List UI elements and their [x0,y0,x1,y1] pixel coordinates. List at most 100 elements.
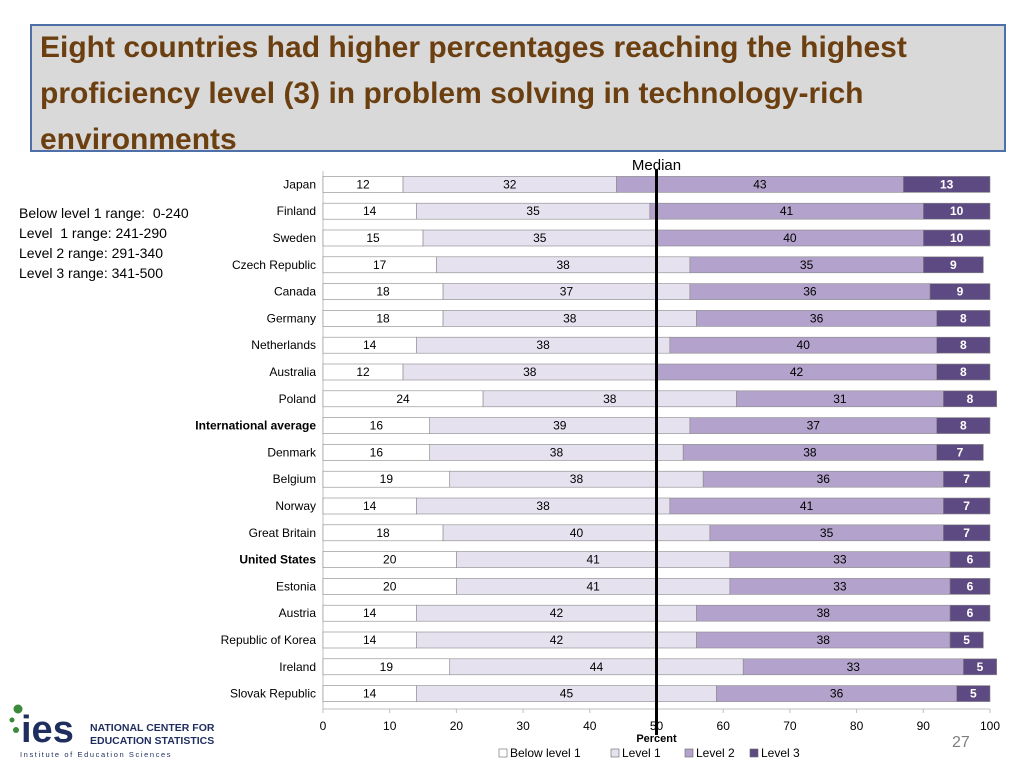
range-level-3: Level 3 range: 341-500 [19,265,163,281]
bar-segment [936,363,991,381]
data-label: 8 [960,338,967,352]
bar-segment [929,283,991,300]
bar-segment [949,631,984,649]
data-label: 40 [783,231,797,245]
category-label: Japan [283,177,316,191]
data-label: 9 [950,258,957,272]
x-tick-label: 80 [850,719,864,733]
data-label: 14 [363,633,377,647]
x-tick-label: 90 [917,719,931,733]
data-label: 5 [963,633,970,647]
data-label: 33 [833,579,847,593]
logo-tagline: Institute of Education Sciences [20,750,172,759]
data-label: 6 [967,553,974,567]
data-label: 35 [526,204,540,218]
data-label: 12 [356,365,370,379]
data-label: 16 [370,445,384,459]
x-tick-label: 70 [783,719,797,733]
data-label: 5 [970,687,977,701]
data-label: 38 [570,472,584,486]
x-tick-label: 10 [383,719,397,733]
bar-segment [963,658,997,676]
data-label: 38 [817,633,831,647]
data-label: 18 [376,526,390,540]
data-label: 37 [807,419,821,433]
data-label: 38 [817,606,831,620]
data-label: 38 [523,365,537,379]
data-label: 20 [383,553,397,567]
category-label: Netherlands [251,338,316,352]
data-label: 16 [370,419,384,433]
category-label: Estonia [276,579,316,593]
data-label: 7 [963,472,970,486]
score-ranges: Below level 1 range: 0-240 Level 1 range… [19,203,189,283]
bar-segment [936,310,991,327]
data-label: 33 [833,553,847,567]
data-label: 15 [366,231,380,245]
bar-segment [943,524,991,542]
data-label: 41 [780,204,794,218]
data-label: 38 [550,445,564,459]
legend-label: Level 2 [696,746,735,760]
data-label: 40 [570,526,584,540]
bar-segment [949,578,991,595]
data-label: 38 [563,311,577,325]
legend-swatch [684,748,694,758]
bar-segment [949,604,991,622]
data-label: 45 [560,687,574,701]
legend-label: Level 1 [622,746,661,760]
data-label: 24 [396,392,410,406]
bar-segment [936,417,991,434]
data-label: 35 [533,231,547,245]
category-label: Republic of Korea [221,633,317,647]
x-axis-label: Percent [636,733,677,745]
category-label: United States [239,553,316,567]
category-label: Australia [269,365,316,379]
data-label: 38 [536,338,550,352]
legend-swatch [749,748,759,758]
data-label: 10 [950,204,964,218]
x-tick-label: 40 [583,719,597,733]
data-label: 14 [363,338,377,352]
data-label: 38 [803,445,817,459]
legend-label: Below level 1 [510,746,581,760]
data-label: 41 [586,579,600,593]
data-label: 8 [960,311,967,325]
data-label: 39 [553,419,567,433]
data-label: 6 [967,606,974,620]
data-label: 20 [383,579,397,593]
median-label: Median [632,157,681,174]
bar-segment [943,390,997,408]
legend-swatch [498,748,508,758]
data-label: 38 [536,499,550,513]
bar-segment [943,470,991,488]
data-label: 36 [830,687,844,701]
bar-segment [902,176,991,193]
data-label: 35 [820,526,834,540]
legend-swatch [610,748,620,758]
x-tick-label: 30 [516,719,530,733]
x-tick-label: 60 [717,719,731,733]
data-label: 42 [790,365,804,379]
range-level-1: Level 1 range: 241-290 [19,225,167,241]
data-label: 42 [550,633,564,647]
data-label: 41 [800,499,814,513]
data-label: 14 [363,606,377,620]
data-label: 17 [373,258,387,272]
category-label: Czech Republic [232,258,316,272]
data-label: 37 [560,285,574,299]
category-label: Finland [277,204,316,218]
data-label: 8 [960,419,967,433]
data-label: 36 [810,311,824,325]
data-label: 14 [363,204,377,218]
logo-wordmark: ies [21,709,74,751]
bar-segment [922,202,991,220]
category-label: Germany [267,311,316,325]
data-label: 40 [797,338,811,352]
bar-segment [956,685,991,702]
data-label: 10 [950,231,964,245]
data-label: 42 [550,606,564,620]
logo-line-1: NATIONAL CENTER FOR [90,722,215,734]
data-label: 8 [967,392,974,406]
data-label: 44 [590,660,604,674]
